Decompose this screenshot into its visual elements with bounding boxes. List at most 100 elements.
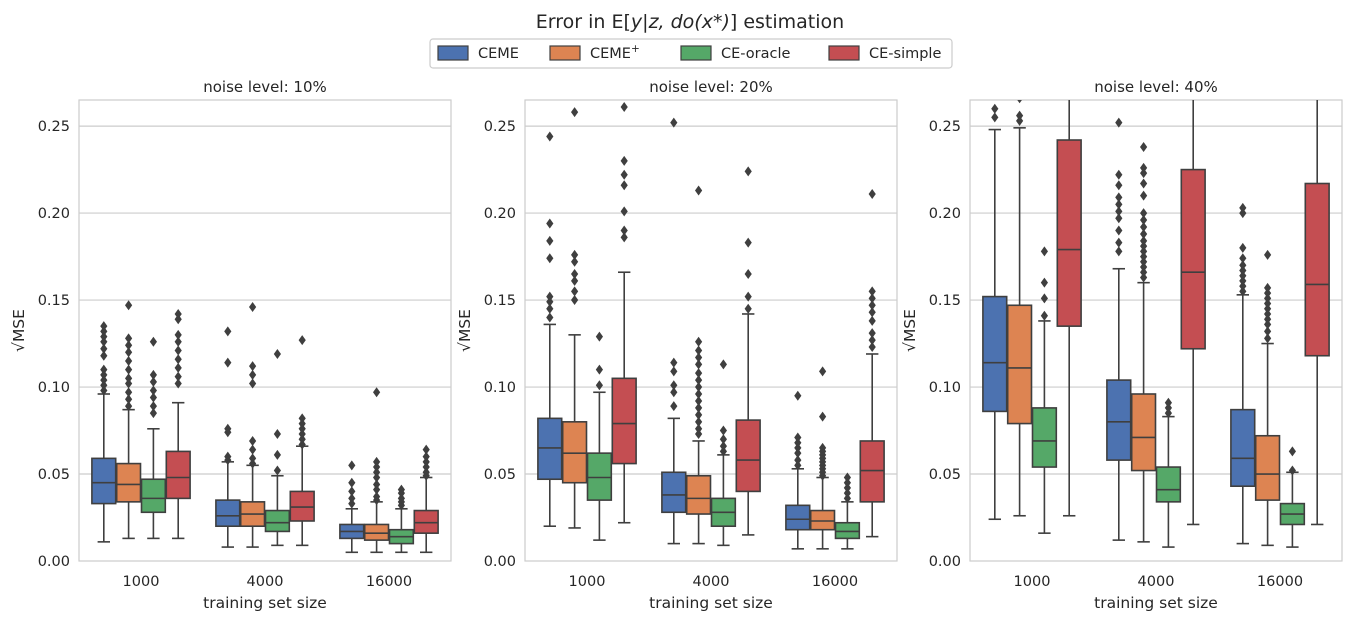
- outlier-point: [1239, 281, 1247, 292]
- outlier-point: [298, 434, 306, 445]
- outlier-point: [546, 218, 554, 229]
- x-tick-label: 1000: [123, 574, 160, 590]
- outlier-point: [695, 185, 703, 196]
- outlier-point: [1140, 235, 1148, 246]
- y-tick-label: 0.05: [929, 467, 961, 483]
- legend-item: CE-simple: [828, 45, 941, 62]
- y-tick-label: 0.10: [484, 380, 516, 396]
- outlier-point: [174, 354, 182, 365]
- x-axis-label: training set size: [649, 594, 773, 612]
- box-ceme: [215, 326, 241, 548]
- outlier-point: [298, 423, 306, 434]
- outlier-point: [1140, 208, 1148, 219]
- outlier-point: [546, 296, 554, 307]
- outlier-point: [1264, 298, 1272, 309]
- box-ce-oracle: [1155, 397, 1182, 548]
- outlier-point: [149, 392, 157, 403]
- outlier-point: [125, 378, 133, 389]
- iqr-box: [264, 509, 291, 533]
- box-ce-simple: [1056, 100, 1082, 517]
- box-ceme-plus: [1006, 100, 1033, 517]
- legend-swatch: [437, 45, 469, 61]
- outlier-point: [868, 188, 876, 199]
- outlier-point: [249, 444, 257, 455]
- outlier-point: [1264, 282, 1272, 293]
- outlier-point: [670, 401, 678, 412]
- outlier-point: [373, 456, 381, 467]
- box-ceme-plus: [1130, 141, 1157, 543]
- outlier-point: [794, 390, 802, 401]
- outlier-point: [695, 409, 703, 420]
- outlier-point: [1016, 110, 1024, 121]
- iqr-box: [289, 490, 315, 522]
- x-tick-label: 16000: [812, 574, 858, 590]
- outlier-point: [1140, 241, 1148, 252]
- box-ceme-plus: [363, 387, 390, 554]
- outlier-point: [100, 375, 108, 386]
- legend-swatch: [680, 45, 712, 61]
- outlier-point: [744, 166, 752, 177]
- legend-swatch: [828, 45, 860, 61]
- outlier-point: [100, 331, 108, 342]
- iqr-box: [1106, 379, 1132, 461]
- outlier-point: [595, 380, 603, 391]
- outlier-point: [868, 328, 876, 339]
- outlier-point: [843, 477, 851, 488]
- outlier-point: [620, 155, 628, 166]
- outlier-point: [1239, 242, 1247, 253]
- iqr-box: [1130, 393, 1157, 472]
- outlier-point: [100, 364, 108, 375]
- outlier-point: [100, 369, 108, 380]
- outlier-point: [1040, 293, 1048, 304]
- outlier-point: [695, 352, 703, 363]
- title-math: y|z, do(x*): [630, 11, 730, 33]
- outlier-point: [1140, 251, 1148, 262]
- box-ce-oracle: [264, 348, 291, 547]
- outlier-point: [298, 439, 306, 450]
- box-ce-simple: [1180, 100, 1206, 526]
- legend-label: CEME: [478, 46, 519, 62]
- outlier-point: [1264, 293, 1272, 304]
- y-tick-label: 0.25: [38, 119, 70, 135]
- y-tick-label: 0.10: [38, 380, 70, 396]
- outlier-point: [373, 387, 381, 398]
- iqr-box: [1180, 168, 1206, 350]
- outlier-point: [843, 482, 851, 493]
- outlier-point: [695, 382, 703, 393]
- x-tick-label: 1000: [1014, 574, 1051, 590]
- outlier-point: [1115, 180, 1123, 191]
- outlier-point: [571, 295, 579, 306]
- outlier-point: [1264, 319, 1272, 330]
- outlier-point: [373, 472, 381, 483]
- outlier-point: [571, 268, 579, 279]
- box-ce-simple: [413, 444, 439, 554]
- panel-title: noise level: 40%: [1094, 78, 1218, 96]
- legend-label: CE-oracle: [721, 46, 791, 62]
- outlier-point: [422, 462, 430, 473]
- outlier-point: [695, 429, 703, 440]
- outlier-point: [224, 451, 232, 462]
- box-ceme-plus: [561, 107, 588, 529]
- outlier-point: [422, 467, 430, 478]
- y-tick-label: 0.20: [38, 206, 70, 222]
- box-ce-oracle: [388, 484, 415, 554]
- x-axis-label: training set size: [203, 594, 327, 612]
- outlier-point: [620, 232, 628, 243]
- outlier-point: [719, 359, 727, 370]
- iqr-box: [115, 462, 142, 503]
- box-ce-oracle: [586, 331, 613, 541]
- outlier-point: [1115, 237, 1123, 248]
- iqr-box: [611, 377, 637, 465]
- outlier-point: [1140, 228, 1148, 239]
- legend-swatch: [549, 45, 581, 61]
- outlier-point: [1264, 308, 1272, 319]
- outlier-point: [695, 395, 703, 406]
- outlier-point: [1115, 225, 1123, 236]
- outlier-point: [868, 293, 876, 304]
- box-ceme: [339, 460, 365, 554]
- outlier-point: [695, 388, 703, 399]
- iqr-box: [809, 509, 836, 531]
- outlier-point: [794, 432, 802, 443]
- outlier-point: [249, 378, 257, 389]
- outlier-point: [571, 275, 579, 286]
